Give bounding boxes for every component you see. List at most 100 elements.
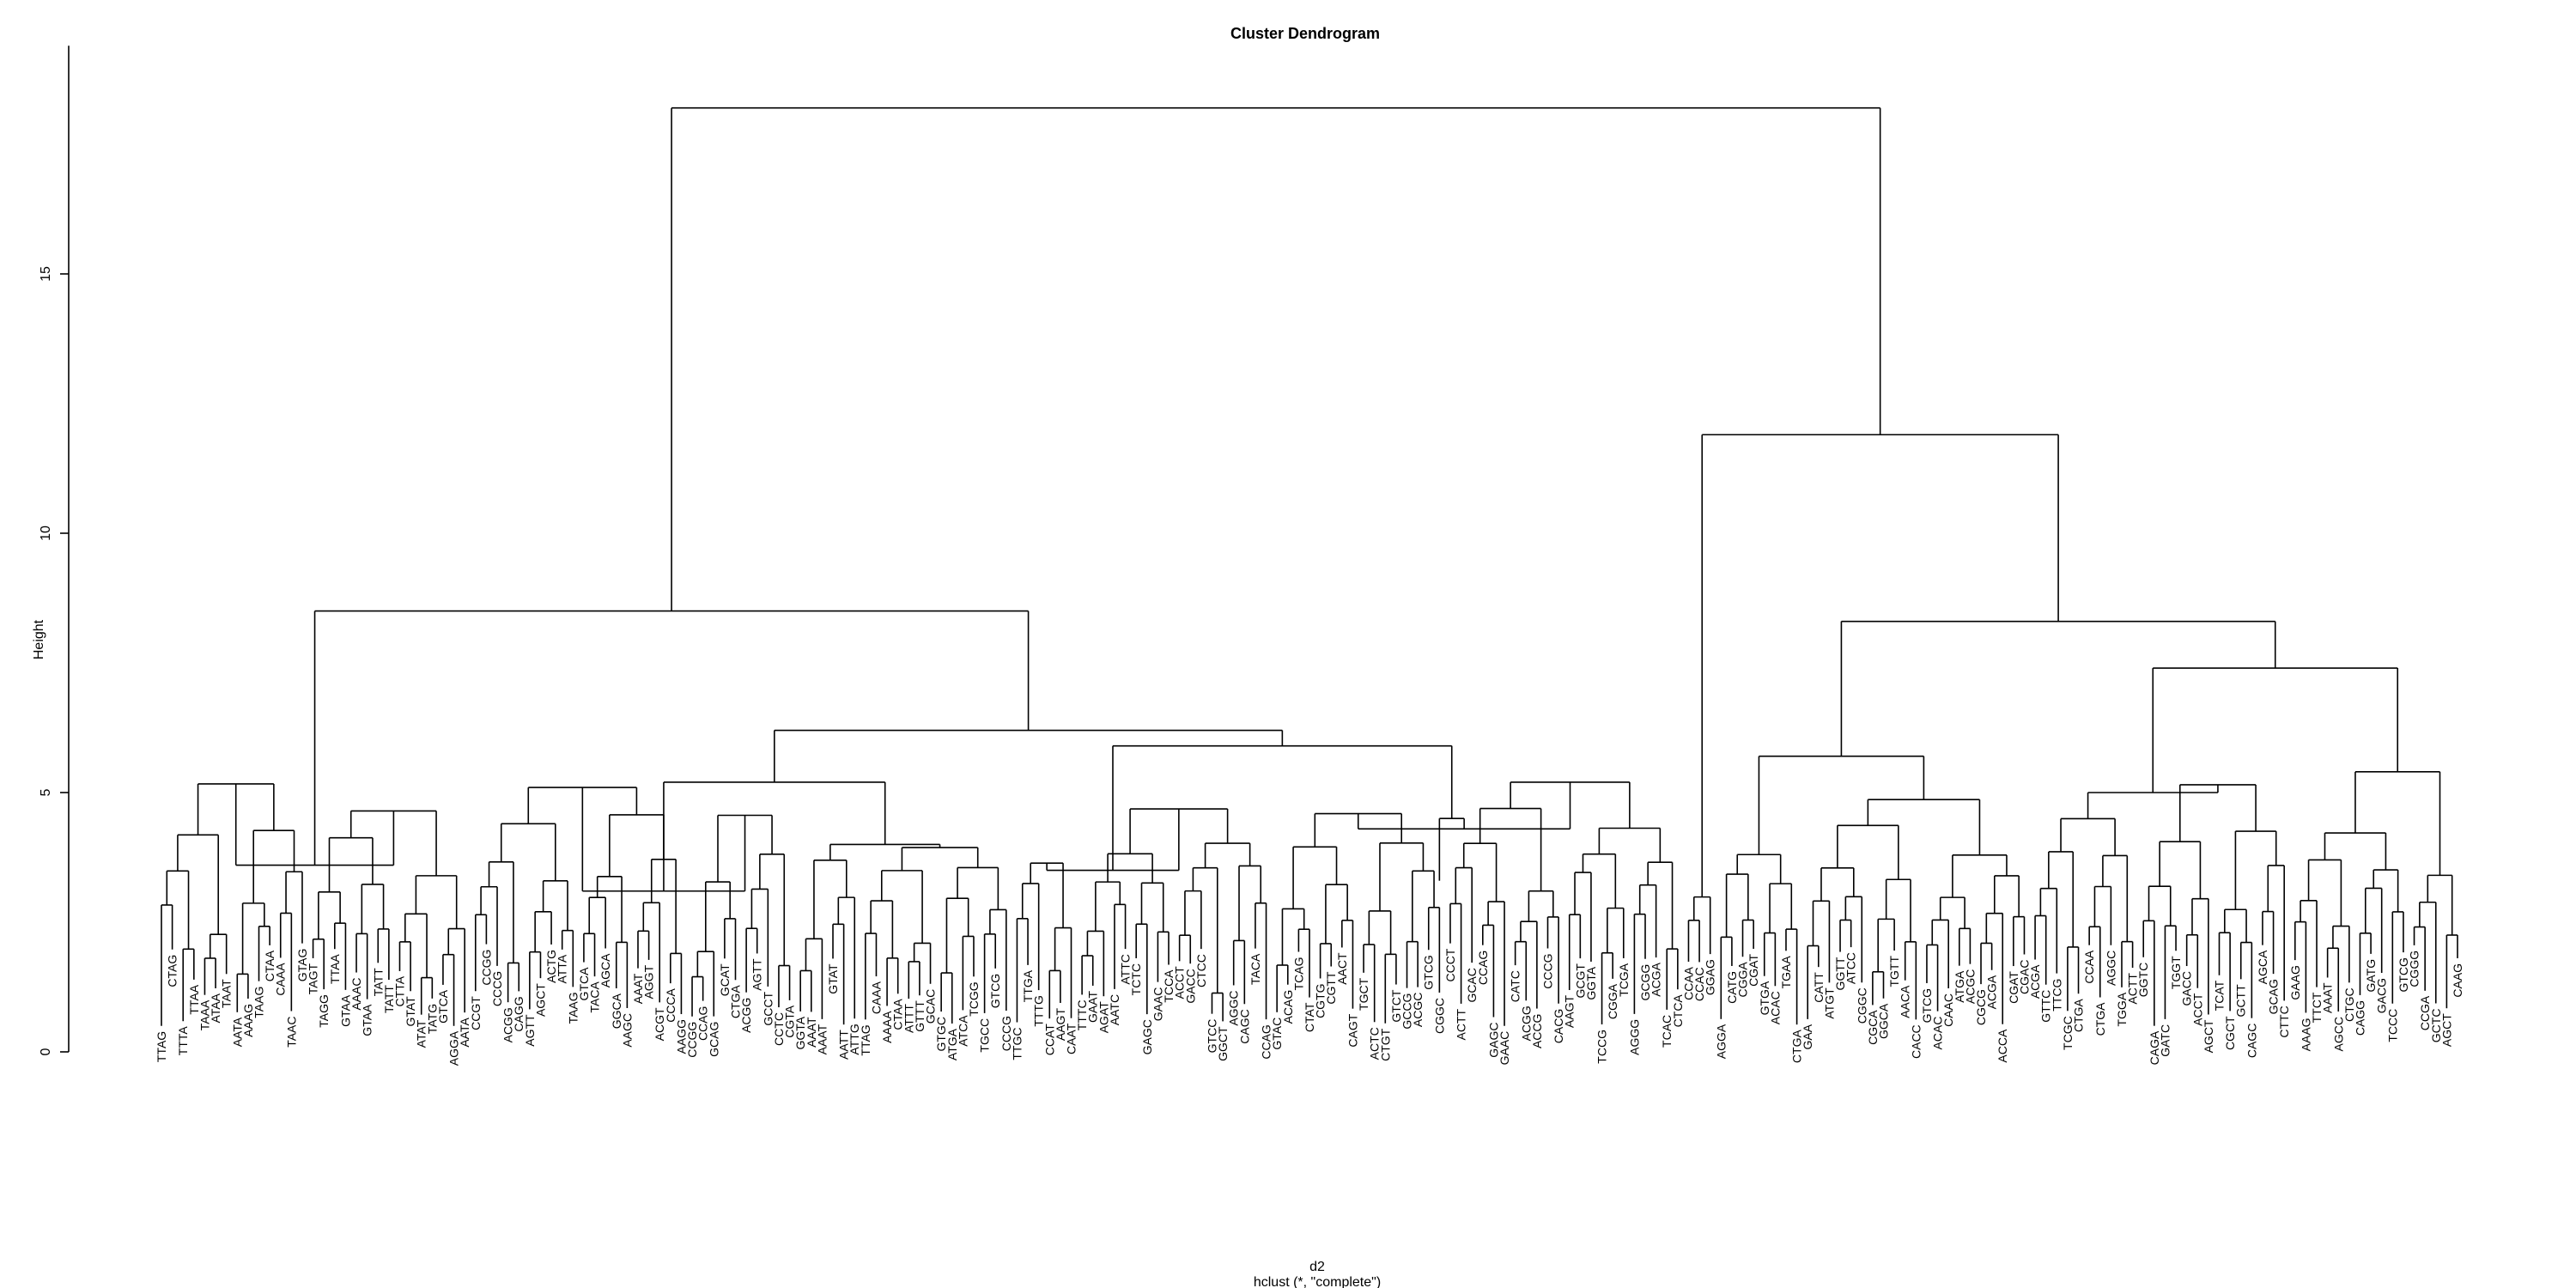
leaf-label: ATTC: [1119, 954, 1133, 985]
leaf-label: CCGG: [685, 1022, 699, 1058]
leaf-label: CCCG: [1540, 954, 1554, 989]
leaf-label: TTCG: [2050, 979, 2063, 1012]
leaf-label: AAGT: [1563, 995, 1577, 1029]
leaf-label: AGCT: [2439, 1013, 2453, 1047]
leaf-label: ATAA: [209, 993, 222, 1023]
leaf-label: CTGT: [1378, 1028, 1392, 1061]
leaf-label: CGTA: [783, 1005, 797, 1038]
leaf-label: GGCA: [610, 993, 623, 1029]
leaf-label: TGAA: [1779, 956, 1793, 989]
leaf-label: CCCG: [999, 1016, 1013, 1051]
leaf-label: CTGC: [2342, 987, 2356, 1022]
leaf-label: AGGC: [2104, 951, 2117, 986]
leaf-label: GTAA: [361, 1004, 374, 1036]
leaf-label: TATT: [371, 968, 385, 996]
leaf-label: AAAT: [2321, 982, 2335, 1013]
leaf-label: ACGA: [2028, 964, 2042, 999]
leaf-label: ACTC: [1368, 1027, 1382, 1060]
leaf-label: GTCG: [1422, 955, 1436, 989]
leaf-label: ACGT: [653, 1007, 666, 1041]
leaf-label: TACA: [1249, 953, 1262, 985]
leaf-label: CAGT: [1346, 1013, 1359, 1047]
leaf-label: CGGC: [1432, 998, 1446, 1034]
leaf-label: ACTT: [2126, 973, 2140, 1005]
leaf-label: CGGA: [1736, 962, 1750, 998]
leaf-label: GCTT: [2234, 984, 2248, 1018]
leaf-label: CCGT: [469, 996, 483, 1030]
leaf-label: TCAT: [2213, 980, 2227, 1011]
leaf-label: TTGC: [1010, 1028, 1024, 1060]
leaf-label: TCCA: [1162, 969, 1176, 1003]
leaf-label: AGGT: [642, 964, 656, 999]
leaf-label: GTAA: [338, 994, 352, 1027]
leaf-label: AATC: [1108, 994, 1121, 1025]
y-tick-label: 0: [39, 1048, 53, 1055]
leaf-label: CGGG: [2408, 951, 2421, 987]
leaf-label: AGCC: [2331, 1017, 2345, 1051]
leaf-label: GCCT: [761, 991, 775, 1025]
leaf-label: ACGG: [501, 1007, 515, 1042]
leaf-label: GACC: [1183, 969, 1197, 1003]
leaf-label: AGGC: [1227, 990, 1241, 1025]
leaf-label: TAAG: [252, 987, 266, 1018]
leaf-label: GTCA: [577, 967, 591, 1001]
leaf-label: GGCT: [1216, 1026, 1230, 1061]
leaf-label: TAAA: [197, 999, 211, 1030]
leaf-label: GCAG: [707, 1022, 720, 1057]
leaf-label: CTGA: [2072, 999, 2086, 1033]
leaf-label: AGGA: [1714, 1024, 1728, 1059]
leaf-label: ACCT: [1173, 966, 1187, 999]
leaf-label: ATTT: [902, 1004, 915, 1033]
leaf-label: CAAC: [1941, 993, 1955, 1027]
leaf-label: TGCT: [1357, 977, 1370, 1011]
leaf-label: ATCA: [956, 1015, 969, 1047]
leaf-label: TACA: [588, 981, 602, 1012]
leaf-label: GTGA: [1758, 981, 1771, 1015]
leaf-label: CGAT: [2007, 971, 2020, 1004]
leaf-label: AATA: [230, 1017, 244, 1047]
leaf-label: GTAT: [826, 963, 840, 994]
leaf-label: ATGA: [945, 1028, 959, 1060]
leaf-label: GTCC: [1205, 1019, 1218, 1054]
leaf-label: ACGC: [1411, 993, 1425, 1027]
leaf-label: TGTT: [1887, 956, 1901, 987]
leaf-label: CTAA: [263, 950, 276, 981]
leaf-label: GTCA: [436, 989, 450, 1024]
leaf-label: GATG: [2364, 959, 2378, 993]
leaf-label: TAGG: [317, 994, 331, 1028]
leaf-label: CGGC: [1855, 987, 1868, 1024]
leaf-label: CTGA: [2093, 1002, 2107, 1036]
leaf-label: GTTT: [913, 1000, 927, 1032]
x-axis-label: d2: [1309, 1260, 1325, 1274]
leaf-label: CGAT: [1747, 954, 1760, 987]
leaf-label: CACG: [1552, 1009, 1565, 1043]
leaf-label: GGTA: [1584, 966, 1598, 999]
leaf-label: CTCA: [1671, 994, 1685, 1028]
leaf-label: CTAA: [891, 999, 905, 1030]
leaf-label: ACCA: [1996, 1029, 2009, 1063]
leaf-label: CATC: [1509, 970, 1522, 1002]
leaf-label: GAA: [1801, 1024, 1814, 1049]
leaf-label: AGTT: [750, 958, 764, 991]
leaf-label: TTAA: [328, 954, 342, 984]
leaf-label: GCAC: [924, 989, 938, 1024]
leaf-label: AAAT: [631, 973, 645, 1004]
leaf-label: GCCG: [1400, 993, 1414, 1030]
leaf-label: TAAG: [566, 992, 580, 1024]
leaf-label: TCGA: [1617, 963, 1631, 997]
leaf-label: GTCG: [2397, 957, 2410, 992]
leaf-label: CCGA: [2418, 995, 2432, 1030]
leaf-label: GATC: [2158, 1024, 2172, 1057]
leaf-label: AATT: [837, 1030, 851, 1060]
leaf-label: CTTA: [392, 975, 406, 1006]
leaf-label: CGCT: [2223, 1016, 2237, 1050]
leaf-label: AAAA: [880, 1011, 894, 1043]
leaf-label: CCAT: [1042, 1024, 1056, 1056]
leaf-label: ATGA: [1953, 970, 1966, 1003]
leaf-label: CTAG: [166, 955, 179, 987]
leaf-label: GGTC: [2136, 963, 2150, 997]
leaf-label: CCGG: [479, 950, 493, 986]
chart-title: Cluster Dendrogram: [1230, 25, 1380, 42]
leaf-label: ACAG: [1281, 990, 1295, 1024]
leaf-label: AAAT: [805, 1017, 818, 1048]
